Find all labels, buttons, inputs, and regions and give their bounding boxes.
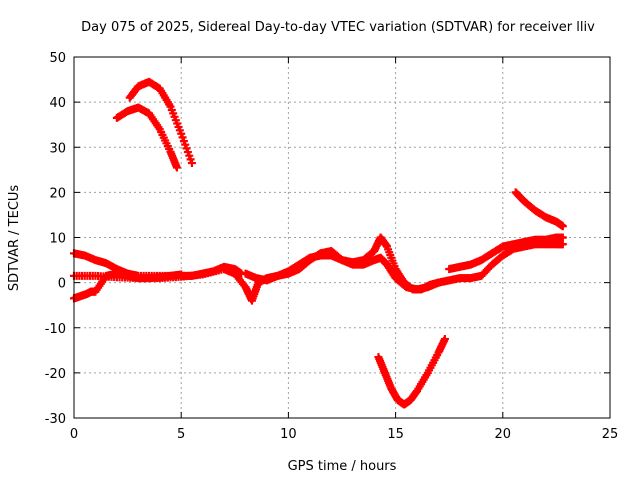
series-arc-low — [374, 335, 449, 409]
y-tick-label: 30 — [49, 141, 66, 156]
data-point — [172, 163, 181, 172]
x-tick-label: 15 — [387, 427, 404, 442]
y-tick-label: 0 — [58, 277, 66, 292]
y-tick-label: 10 — [49, 232, 66, 247]
series-base-mid — [241, 233, 443, 294]
x-tick-label: 20 — [495, 427, 512, 442]
data-point — [434, 278, 443, 287]
data-point — [558, 240, 567, 249]
data-points — [70, 77, 567, 409]
series-arc-high-b — [112, 103, 181, 172]
axis-ticks: 0 5 10 15 20 25 -30 -20 -10 0 10 20 30 40 50 — [45, 51, 619, 442]
x-tick-label: 0 — [70, 427, 78, 442]
x-tick-label: 5 — [177, 427, 185, 442]
y-tick-label: 20 — [49, 186, 66, 201]
x-tick-label: 25 — [602, 427, 619, 442]
series-late-rise — [445, 233, 567, 274]
grid-lines — [74, 57, 610, 418]
y-tick-label: -30 — [45, 412, 66, 427]
data-point — [187, 159, 196, 168]
data-point — [558, 222, 567, 231]
series-arc-late-high — [511, 188, 567, 231]
data-point — [177, 270, 186, 279]
y-tick-label: 50 — [49, 51, 66, 66]
x-axis-label: GPS time / hours — [288, 459, 397, 474]
series-base-lower — [70, 269, 186, 303]
data-point — [558, 233, 567, 242]
y-tick-label: -10 — [45, 322, 66, 337]
y-axis-label: SDTVAR / TECUs — [7, 185, 22, 292]
x-tick-label: 10 — [280, 427, 297, 442]
y-tick-label: 40 — [49, 96, 66, 111]
series-arc-high-a — [125, 77, 196, 168]
y-tick-label: -20 — [45, 367, 66, 382]
chart-title: Day 075 of 2025, Sidereal Day-to-day VTE… — [81, 20, 595, 35]
data-point — [440, 335, 449, 344]
